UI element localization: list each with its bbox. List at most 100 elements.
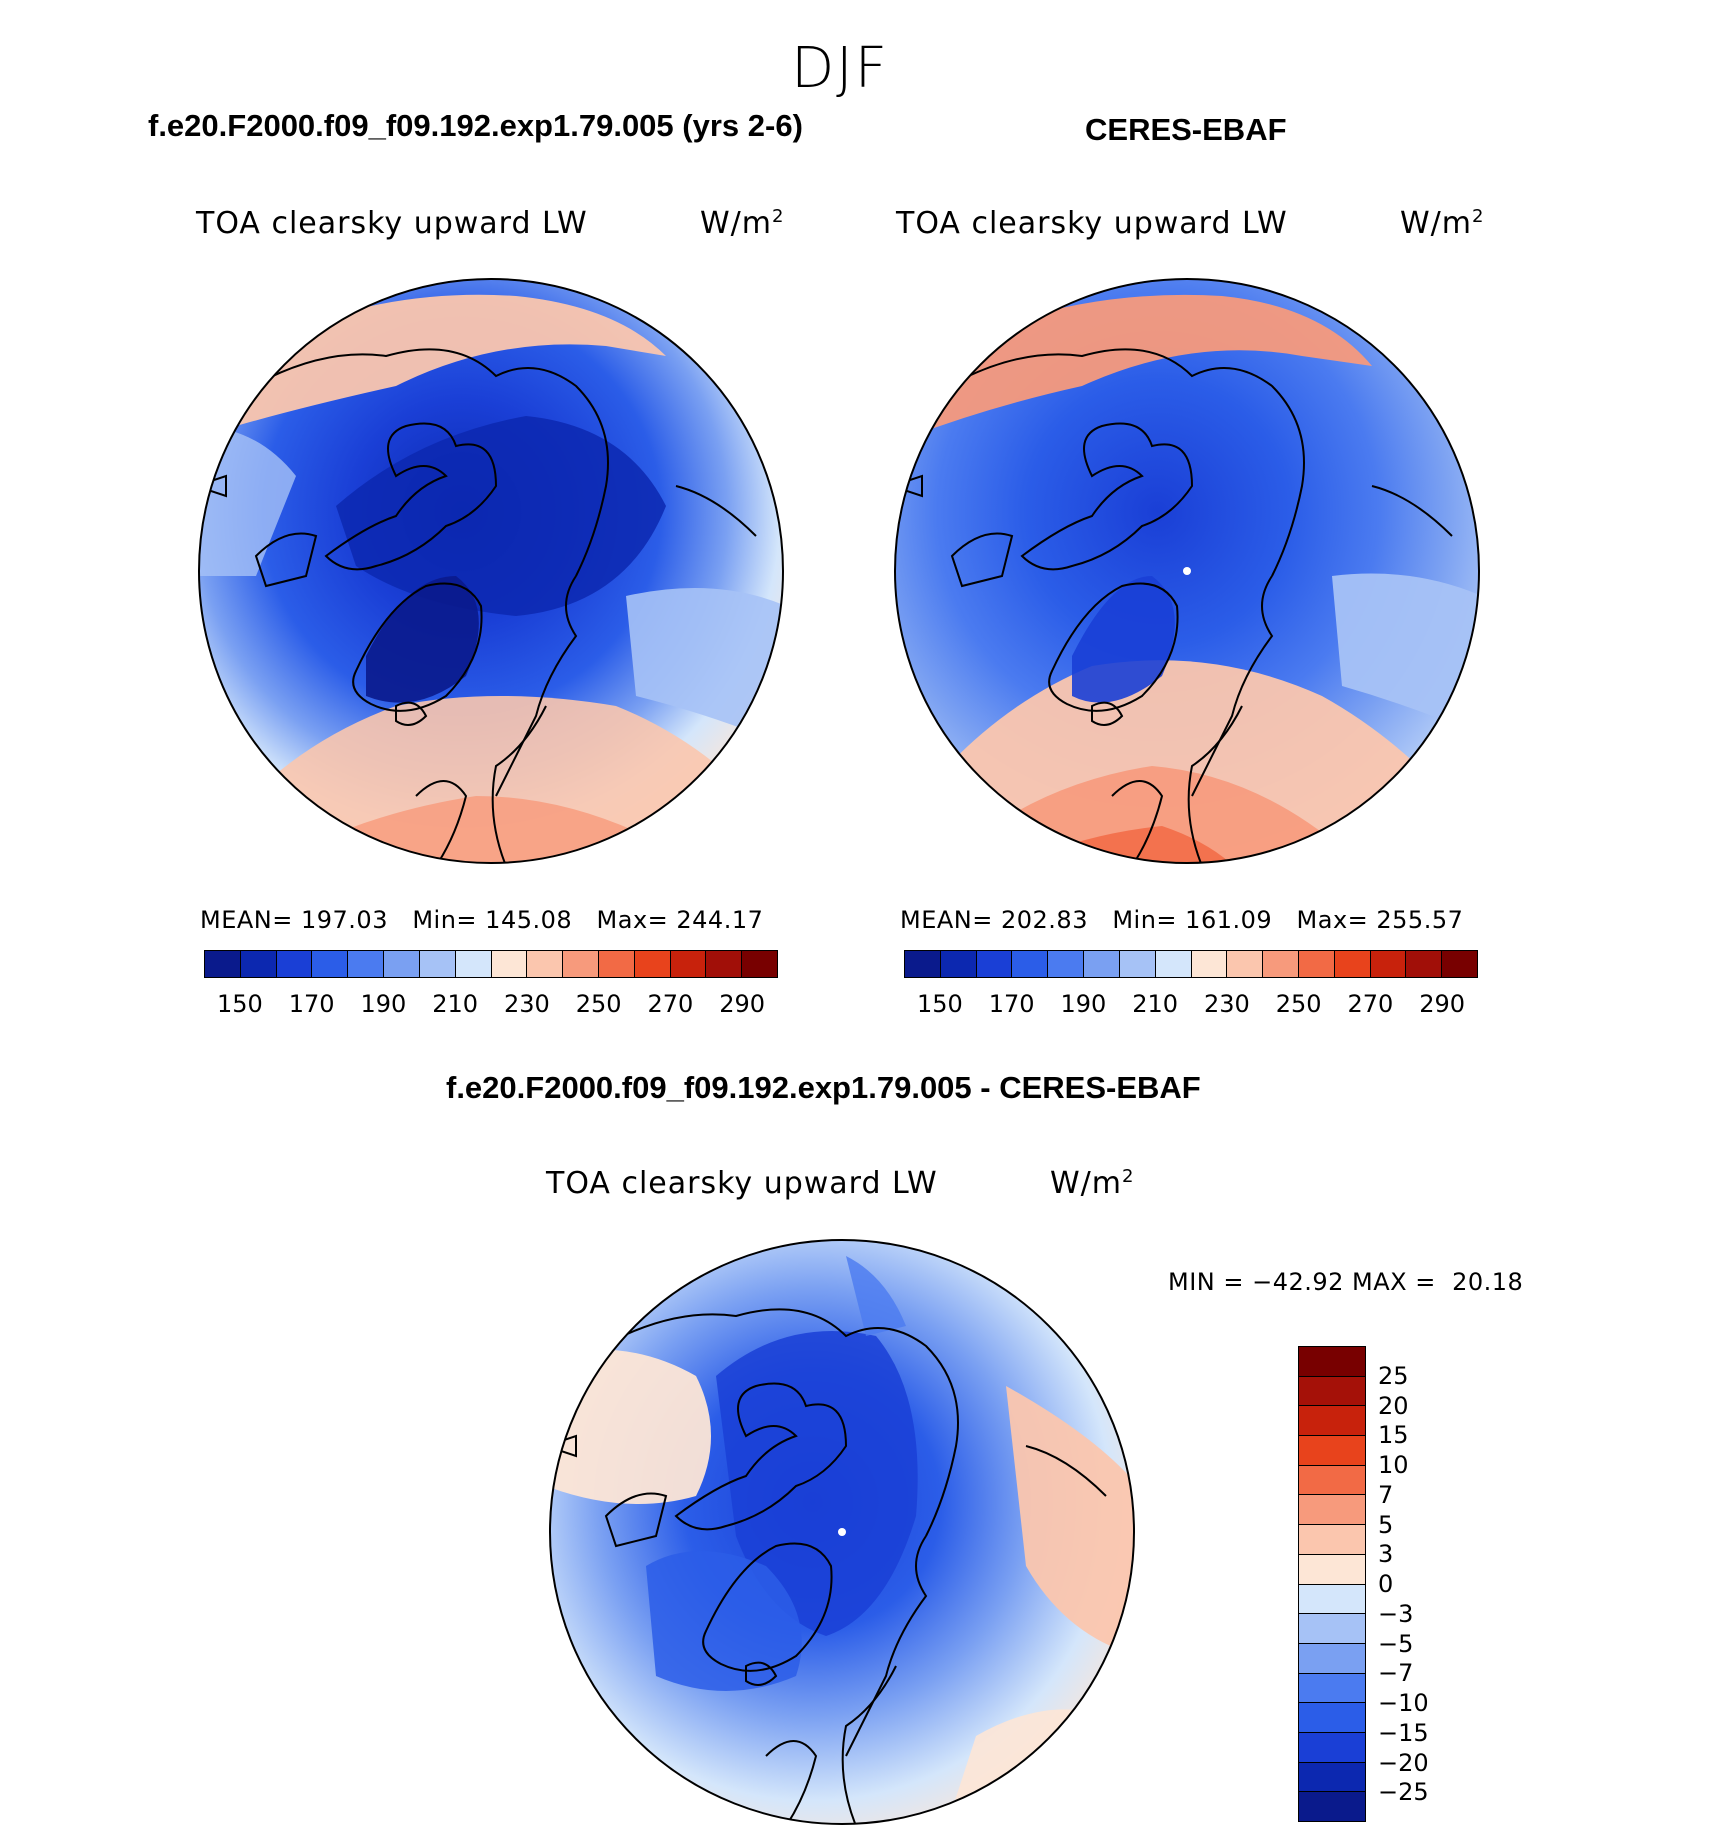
diff-colorbar <box>1298 1346 1366 1822</box>
colorbar-swatch <box>1012 951 1049 977</box>
season-title: DJF <box>791 36 889 101</box>
colorbar-tick-label: −5 <box>1378 1629 1414 1658</box>
colorbar-swatch <box>1299 1762 1365 1793</box>
model-stats: MEAN= 197.03 Min= 145.08 Max= 244.17 <box>200 906 764 934</box>
colorbar-swatch <box>1299 1643 1365 1674</box>
colorbar-swatch <box>905 951 941 977</box>
colorbar-tick-label: 150 <box>216 990 263 1018</box>
colorbar-tick-label: 250 <box>575 990 622 1018</box>
colorbar-swatch <box>455 951 492 977</box>
colorbar-swatch <box>742 951 777 977</box>
colorbar-tick-label: 230 <box>503 990 550 1018</box>
colorbar-swatch <box>419 951 456 977</box>
model-variable-label: TOA clearsky upward LW <box>196 206 588 241</box>
colorbar-swatch <box>1299 1347 1365 1377</box>
colorbar-tick-label: −7 <box>1378 1659 1414 1688</box>
colorbar-swatch <box>527 951 564 977</box>
colorbar-swatch <box>1299 1673 1365 1704</box>
colorbar-swatch <box>1263 951 1299 977</box>
colorbar-swatch <box>312 951 349 977</box>
model-panel-title: f.e20.F2000.f09_f09.192.exp1.79.005 (yrs… <box>148 108 803 143</box>
colorbar-tick-label: −3 <box>1378 1599 1414 1628</box>
colorbar-swatch <box>1299 1465 1365 1496</box>
colorbar-tick-label: 3 <box>1378 1540 1394 1569</box>
colorbar-swatch <box>940 951 977 977</box>
colorbar-tick-label: 170 <box>288 990 335 1018</box>
colorbar-swatch <box>1048 951 1085 977</box>
colorbar-swatch <box>1299 1703 1365 1733</box>
model-colorbar <box>204 950 778 978</box>
model-colorbar-ticks: 150 170 190 210 230 250 270 290 <box>204 990 778 1020</box>
colorbar-swatch <box>1299 1732 1365 1763</box>
colorbar-swatch <box>1299 1406 1365 1437</box>
colorbar-swatch <box>598 951 635 977</box>
obs-panel-title: CERES-EBAF <box>1085 112 1287 147</box>
diff-colorbar-ticks: 25 20 15 10 7 5 3 0 −3 −5 −7 −10 −15 −20 −25 <box>1378 1346 1458 1822</box>
colorbar-tick-label: 270 <box>1347 990 1394 1018</box>
colorbar-swatch <box>1370 951 1407 977</box>
colorbar-tick-label: 190 <box>1060 990 1107 1018</box>
colorbar-swatch <box>1299 1614 1365 1644</box>
colorbar-swatch <box>1298 951 1335 977</box>
colorbar-tick-label: 290 <box>719 990 766 1018</box>
obs-polar-map <box>894 278 1480 864</box>
diff-stats: MIN = −42.92 MAX = 20.18 <box>1168 1268 1524 1296</box>
obs-variable-label: TOA clearsky upward LW <box>896 206 1288 241</box>
colorbar-tick-label: 230 <box>1203 990 1250 1018</box>
model-units-label: W/m2 <box>700 206 785 241</box>
diff-variable-label: TOA clearsky upward LW <box>546 1166 938 1201</box>
colorbar-tick-label: 7 <box>1378 1480 1394 1509</box>
colorbar-tick-label: −15 <box>1378 1718 1429 1747</box>
colorbar-swatch <box>1299 1554 1365 1585</box>
colorbar-swatch <box>976 951 1013 977</box>
obs-colorbar-ticks: 150 170 190 210 230 250 270 290 <box>904 990 1478 1020</box>
colorbar-swatch <box>205 951 241 977</box>
colorbar-swatch <box>384 951 420 977</box>
colorbar-tick-label: 290 <box>1419 990 1466 1018</box>
colorbar-tick-label: 270 <box>647 990 694 1018</box>
colorbar-tick-label: 250 <box>1275 990 1322 1018</box>
colorbar-swatch <box>1084 951 1120 977</box>
obs-colorbar <box>904 950 1478 978</box>
obs-stats: MEAN= 202.83 Min= 161.09 Max= 255.57 <box>900 906 1464 934</box>
colorbar-tick-label: −20 <box>1378 1748 1429 1777</box>
colorbar-swatch <box>563 951 599 977</box>
colorbar-swatch <box>240 951 277 977</box>
colorbar-swatch <box>1299 1495 1365 1526</box>
colorbar-swatch <box>1299 1376 1365 1407</box>
colorbar-swatch <box>491 951 528 977</box>
colorbar-swatch <box>348 951 385 977</box>
colorbar-tick-label: 25 <box>1378 1361 1409 1390</box>
colorbar-swatch <box>1155 951 1192 977</box>
colorbar-tick-label: 210 <box>432 990 479 1018</box>
colorbar-swatch <box>1191 951 1228 977</box>
diff-polar-map <box>549 1239 1135 1825</box>
colorbar-swatch <box>1299 1584 1365 1615</box>
colorbar-tick-label: 190 <box>360 990 407 1018</box>
colorbar-swatch <box>1406 951 1443 977</box>
colorbar-swatch <box>706 951 743 977</box>
colorbar-tick-label: 0 <box>1378 1570 1394 1598</box>
colorbar-tick-label: 15 <box>1378 1421 1409 1450</box>
obs-units-label: W/m2 <box>1400 206 1485 241</box>
colorbar-swatch <box>670 951 707 977</box>
colorbar-tick-label: −25 <box>1378 1778 1429 1807</box>
colorbar-tick-label: 170 <box>988 990 1035 1018</box>
colorbar-swatch <box>1299 1792 1365 1821</box>
diff-units-label: W/m2 <box>1050 1166 1135 1201</box>
diff-panel-title: f.e20.F2000.f09_f09.192.exp1.79.005 - CE… <box>446 1070 1201 1105</box>
colorbar-tick-label: 150 <box>916 990 963 1018</box>
colorbar-swatch <box>276 951 313 977</box>
colorbar-swatch <box>1299 1525 1365 1555</box>
colorbar-swatch <box>1227 951 1264 977</box>
colorbar-tick-label: 210 <box>1132 990 1179 1018</box>
colorbar-swatch <box>1299 1436 1365 1466</box>
model-polar-map <box>198 278 784 864</box>
colorbar-tick-label: 20 <box>1378 1391 1409 1420</box>
colorbar-tick-label: −10 <box>1378 1689 1429 1717</box>
colorbar-tick-label: 5 <box>1378 1510 1394 1539</box>
colorbar-swatch <box>1334 951 1371 977</box>
colorbar-swatch <box>1442 951 1477 977</box>
colorbar-swatch <box>634 951 671 977</box>
colorbar-swatch <box>1119 951 1156 977</box>
